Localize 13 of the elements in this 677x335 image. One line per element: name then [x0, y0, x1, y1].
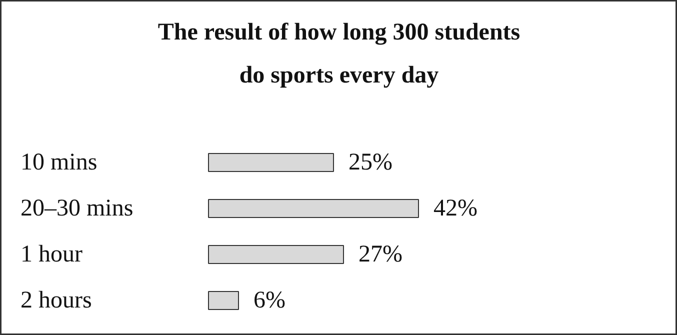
y-tick-label: 2 hours: [20, 288, 92, 314]
data-label: 42%: [434, 196, 478, 222]
y-tick-label: 1 hour: [20, 242, 82, 268]
bar: [208, 153, 334, 172]
bar: [208, 291, 239, 310]
data-label: 6%: [254, 288, 286, 314]
y-tick-label: 20–30 mins: [20, 196, 134, 222]
y-tick-label: 10 mins: [20, 150, 98, 176]
data-label: 27%: [358, 242, 402, 268]
data-label: 25%: [348, 150, 392, 176]
chart-title: The result of how long 300 students do sports every day: [158, 20, 520, 88]
bar: [208, 245, 344, 264]
bar: [208, 199, 419, 218]
